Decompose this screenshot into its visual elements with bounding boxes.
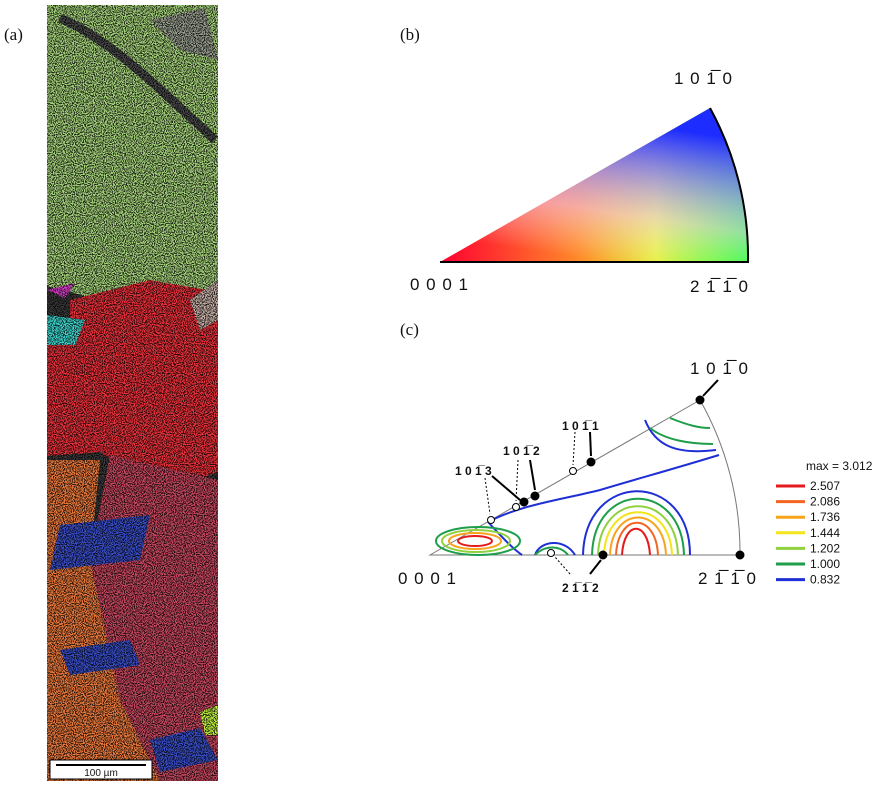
legend-label: 2.507 [810, 479, 840, 493]
corner-label: 1 0 1̅ 0 [690, 359, 749, 378]
panel-label: (c) [400, 320, 419, 339]
legend-label: 2.086 [810, 495, 840, 509]
corner-label: 0 0 0 1 [398, 569, 457, 588]
corner-label: 2 1̅ 1̅ 0 [698, 569, 757, 588]
scale-bar-label: 100 µm [84, 768, 118, 779]
color-key [440, 108, 748, 262]
panel-label: (b) [400, 25, 420, 44]
figure: (a) 100 µm (b) 1 0 1̅ 0 0 0 0 1 2 1̅ 1̅ … [0, 0, 885, 788]
legend-title: max = 3.012 [806, 459, 873, 473]
legend-label: 1.736 [810, 510, 840, 524]
panel-label: (a) [4, 25, 23, 44]
legend-label: 1.000 [810, 557, 840, 571]
corner-label: 0 0 0 1 [410, 275, 469, 294]
ebsd-map [47, 5, 218, 781]
pole-label: 2 1̅ 1̅ 2 [562, 581, 599, 595]
pole-label: 1 0 1̅ 1 [562, 419, 599, 433]
corner-label: 2 1̅ 1̅ 0 [690, 277, 749, 296]
legend-label: 0.832 [810, 573, 840, 587]
legend-label: 1.444 [810, 526, 840, 540]
pole-label: 1 0 1̅ 2 [503, 444, 540, 458]
legend-label: 1.202 [810, 541, 840, 555]
corner-label: 1 0 1̅ 0 [674, 69, 733, 88]
pole-label: 1 0 1̅ 3 [455, 464, 492, 478]
